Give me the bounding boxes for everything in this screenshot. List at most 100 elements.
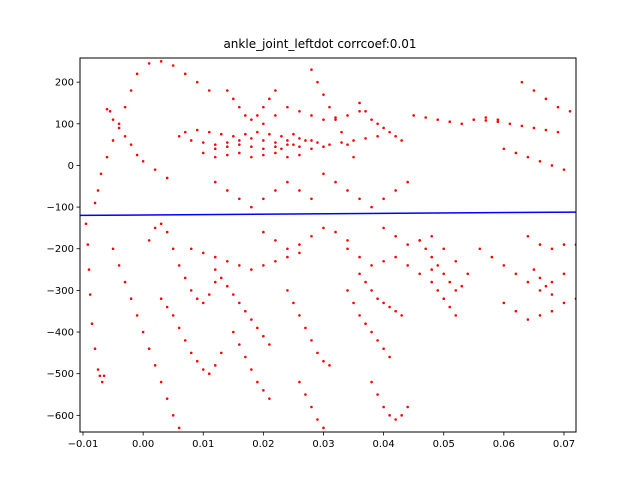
data-point [262,197,265,201]
data-point [310,197,313,201]
data-point [358,314,361,317]
data-point [213,143,217,146]
data-point [256,130,259,134]
data-point [189,351,193,355]
data-point [304,393,307,396]
data-point [135,314,139,317]
data-point [153,364,157,367]
data-point [93,347,97,351]
data-point [394,255,397,259]
x-tick-label: 0.02 [252,439,274,450]
data-point [322,172,325,176]
y-tick-label: 200 [55,78,74,89]
data-point [159,297,163,301]
data-point [280,135,283,138]
data-point [382,301,385,305]
data-point [436,264,440,267]
data-point [412,114,415,117]
data-point [183,276,187,280]
data-point [226,153,229,157]
data-point [310,147,313,151]
x-tick-label: 0.05 [433,439,455,450]
data-point [556,105,560,109]
data-point [256,114,259,117]
data-point [286,155,289,159]
y-tick-label: 100 [55,119,74,130]
data-point [111,139,115,142]
data-point [520,80,524,84]
data-point [201,368,205,371]
x-tick-label: 0.07 [553,439,575,450]
data-point [310,234,313,238]
data-point [99,172,103,176]
data-point [226,189,229,192]
data-point [388,130,391,134]
data-point [262,139,265,142]
data-point [526,234,530,238]
data-point [159,222,163,226]
data-point [250,145,253,149]
data-point [388,305,391,309]
data-point [238,343,241,346]
data-point [165,397,169,400]
data-point [250,318,253,321]
data-point [84,222,88,226]
data-point [250,205,253,209]
data-point [201,151,205,155]
data-point [141,330,145,334]
data-point [147,347,151,351]
x-tick-label: 0.06 [493,439,515,450]
data-point [280,147,283,151]
data-point [219,132,223,136]
data-point [460,284,464,288]
data-point [274,189,277,192]
data-point [562,243,566,246]
data-point [298,251,301,255]
data-point [292,301,295,305]
data-point [207,130,211,134]
data-point [358,255,361,259]
data-point [358,272,361,276]
data-point [430,268,434,271]
data-point [96,368,100,371]
y-tick-label: −300 [47,286,74,297]
data-point [370,118,373,121]
data-point [108,110,112,113]
data-point [238,301,241,305]
data-point [544,97,548,101]
data-point [346,114,349,117]
chart-title: ankle_joint_leftdot corrcoef:0.01 [223,37,416,51]
data-point [436,289,440,292]
data-point [322,226,325,230]
data-point [123,135,127,138]
data-point [238,197,241,201]
data-point [256,380,259,384]
data-point [364,322,367,326]
data-point [550,309,554,313]
data-point [430,255,434,259]
data-point [316,351,319,355]
data-point [358,197,361,201]
data-point [165,230,169,234]
data-point [177,426,181,430]
data-point [232,293,235,296]
data-point [201,141,205,144]
data-point [286,139,289,142]
data-point [322,145,325,149]
data-point [262,105,265,109]
data-point [189,139,193,142]
data-point [111,118,115,121]
data-point [213,155,217,159]
fit-line [80,211,576,217]
data-point [268,97,271,101]
data-point [292,143,295,146]
data-point [129,297,133,301]
data-point [147,62,151,65]
data-point [346,189,349,192]
data-point [406,405,409,409]
x-tick-label: 0.04 [372,439,394,450]
data-point [171,414,175,417]
data-point [478,247,482,251]
